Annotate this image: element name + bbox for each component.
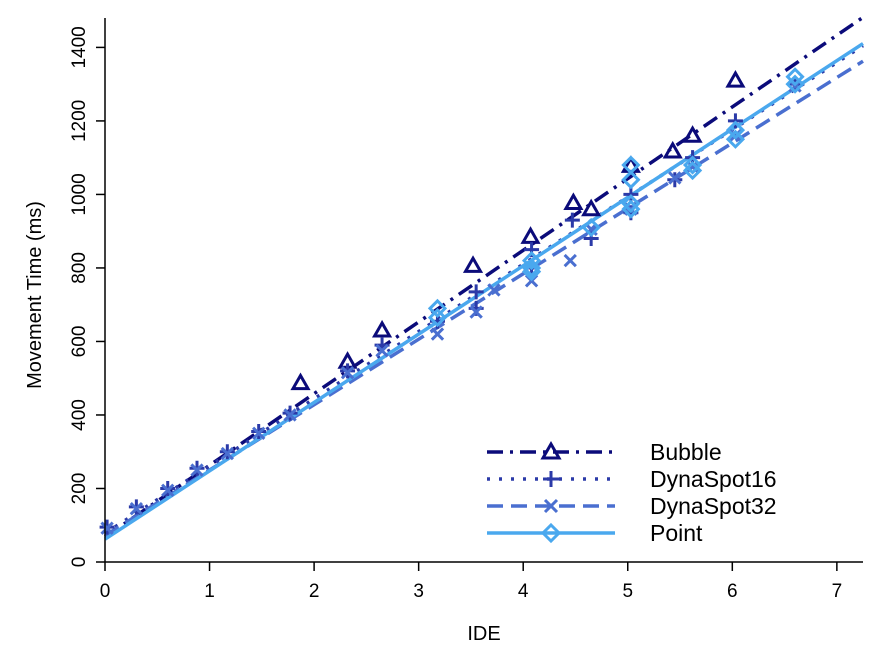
fit-line-bubble (104, 15, 864, 539)
y-tick-label: 600 (69, 326, 90, 358)
point-point (682, 155, 703, 175)
point-bubble (520, 226, 541, 244)
x-tick-label: 6 (727, 581, 738, 602)
point-point (427, 307, 448, 328)
y-tick-label: 800 (69, 252, 90, 284)
y-axis-title: Movement Time (ms) (24, 201, 46, 389)
point-point (785, 74, 805, 94)
point-dynaspot16 (468, 284, 484, 300)
point-point (427, 298, 448, 318)
point-dynaspot32 (252, 426, 266, 441)
point-point (581, 217, 601, 238)
y-tick-label: 200 (69, 473, 90, 505)
point-dynaspot32 (469, 305, 483, 319)
point-dynaspot32 (563, 253, 577, 268)
y-tick-label: 1400 (69, 26, 90, 68)
point-bubble (563, 192, 584, 211)
x-axis-title: IDE (467, 623, 500, 645)
y-tick-label: 0 (69, 557, 90, 568)
point-point (621, 170, 641, 190)
point-point (521, 250, 542, 271)
point-dynaspot32 (283, 408, 297, 422)
point-dynaspot16 (564, 212, 580, 228)
point-dynaspot32 (190, 463, 204, 477)
point-point (725, 129, 746, 149)
point-bubble (725, 69, 746, 88)
fit-lines (104, 15, 864, 541)
y-tick-label: 1000 (69, 173, 90, 215)
x-tick-label: 7 (832, 581, 843, 602)
point-point (521, 258, 542, 278)
x-tick-label: 4 (518, 581, 529, 602)
x-tick-label: 5 (622, 581, 633, 602)
legend-label-bubble: Bubble (650, 439, 722, 465)
point-bubble (581, 198, 602, 217)
point-dynaspot32 (375, 343, 389, 358)
fit-line-point (104, 42, 864, 541)
point-bubble (290, 372, 311, 391)
legend-marker-point (540, 522, 562, 544)
y-tick-label: 1200 (69, 100, 90, 142)
x-tick-label: 0 (100, 581, 111, 602)
data-points (99, 67, 805, 535)
point-dynaspot32 (129, 502, 144, 516)
point-point (682, 160, 703, 181)
point-dynaspot32 (668, 171, 682, 185)
point-point (621, 194, 641, 214)
y-tick-label: 400 (69, 399, 90, 431)
legend-marker-bubble (540, 440, 562, 460)
legend-marker-dynaspot16 (543, 471, 559, 487)
point-point (725, 120, 746, 140)
legend-label-dynaspot16: DynaSpot16 (650, 466, 777, 492)
point-bubble (462, 255, 484, 273)
point-bubble (682, 125, 703, 143)
point-point (621, 199, 641, 219)
point-dynaspot32 (487, 283, 501, 297)
point-dynaspot32 (100, 521, 114, 535)
point-bubble (371, 319, 393, 338)
axes: 0 1 2 3 4 5 6 7 0 200 400 600 800 1000 1200 1400 (69, 18, 863, 602)
x-tick-label: 1 (204, 581, 215, 602)
point-bubble (662, 140, 683, 159)
point-dynaspot32 (220, 446, 235, 461)
legend-label-dynaspot32: DynaSpot32 (650, 493, 777, 519)
x-tick-label: 2 (309, 581, 320, 602)
legend-label-point: Point (650, 520, 703, 546)
legend-marker-dynaspot32 (543, 498, 559, 514)
point-dynaspot32 (340, 366, 355, 380)
point-point (785, 67, 805, 87)
point-dynaspot32 (430, 327, 445, 341)
x-tick-label: 3 (413, 581, 424, 602)
point-dynaspot32 (161, 483, 175, 498)
